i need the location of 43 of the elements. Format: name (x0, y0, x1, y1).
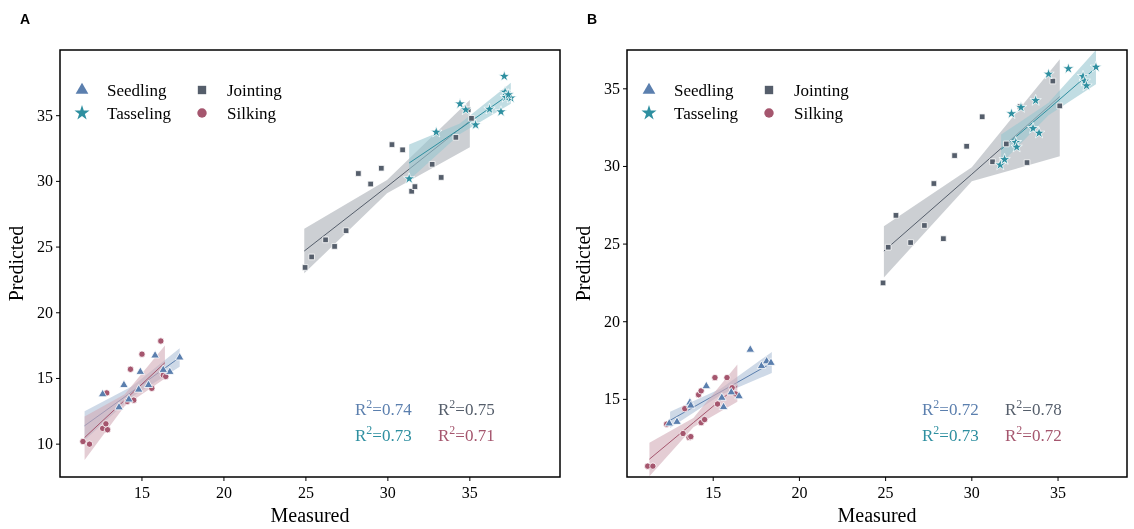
y-tick-label: 25 (37, 238, 53, 256)
x-tick-label: 15 (133, 484, 150, 501)
legend-label: Tasseling (107, 104, 172, 123)
legend-label: Silking (227, 104, 277, 123)
x-tick-label: 25 (297, 484, 314, 501)
x-tick-label: 30 (963, 484, 980, 501)
x-tick-label: 35 (1050, 484, 1067, 501)
y-tick-label: 35 (604, 79, 620, 97)
y-tick-label: 20 (604, 312, 620, 330)
y-tick-label: 30 (604, 157, 620, 175)
legend-label: Seedling (107, 81, 167, 100)
chart-title: A (20, 11, 31, 27)
x-axis-title: Measured (270, 504, 350, 526)
annotation: R$^{2}$=0.72 (1005, 423, 1062, 445)
y-axis-title: Predicted (5, 225, 27, 302)
y-tick-label: 25 (604, 235, 620, 253)
x-axis-title: Measured (837, 504, 917, 526)
annotation: R$^{2}$=0.75 (438, 397, 495, 419)
legend-label: Silking (794, 104, 844, 123)
y-tick-label: 20 (37, 303, 53, 321)
y-tick-label: 15 (604, 390, 620, 408)
annotation: R$^{2}$=0.73 (922, 423, 979, 445)
y-tick-label: 15 (37, 369, 53, 387)
x-tick-label: 20 (215, 484, 232, 501)
annotation: R$^{2}$=0.74 (355, 397, 413, 419)
x-tick-label: 15 (705, 484, 722, 501)
y-axis-title: Predicted (572, 225, 594, 302)
y-tick-label: 35 (37, 106, 53, 124)
y-tick-label: 10 (37, 435, 53, 453)
x-tick-label: 35 (461, 484, 478, 501)
annotation: R$^{2}$=0.72 (922, 397, 979, 419)
legend-label: Jointing (794, 81, 850, 100)
annotation: R$^{2}$=0.73 (355, 423, 412, 445)
y-tick-label: 30 (37, 172, 53, 190)
annotation: R$^{2}$=0.71 (438, 423, 495, 445)
legend-label: Seedling (674, 81, 734, 100)
annotation: R$^{2}$=0.78 (1005, 397, 1062, 419)
x-tick-label: 20 (791, 484, 808, 501)
legend-label: Tasseling (674, 104, 739, 123)
chart-title: B (587, 11, 598, 27)
x-tick-label: 25 (877, 484, 894, 501)
legend-label: Jointing (227, 81, 283, 100)
x-tick-label: 30 (379, 484, 396, 501)
